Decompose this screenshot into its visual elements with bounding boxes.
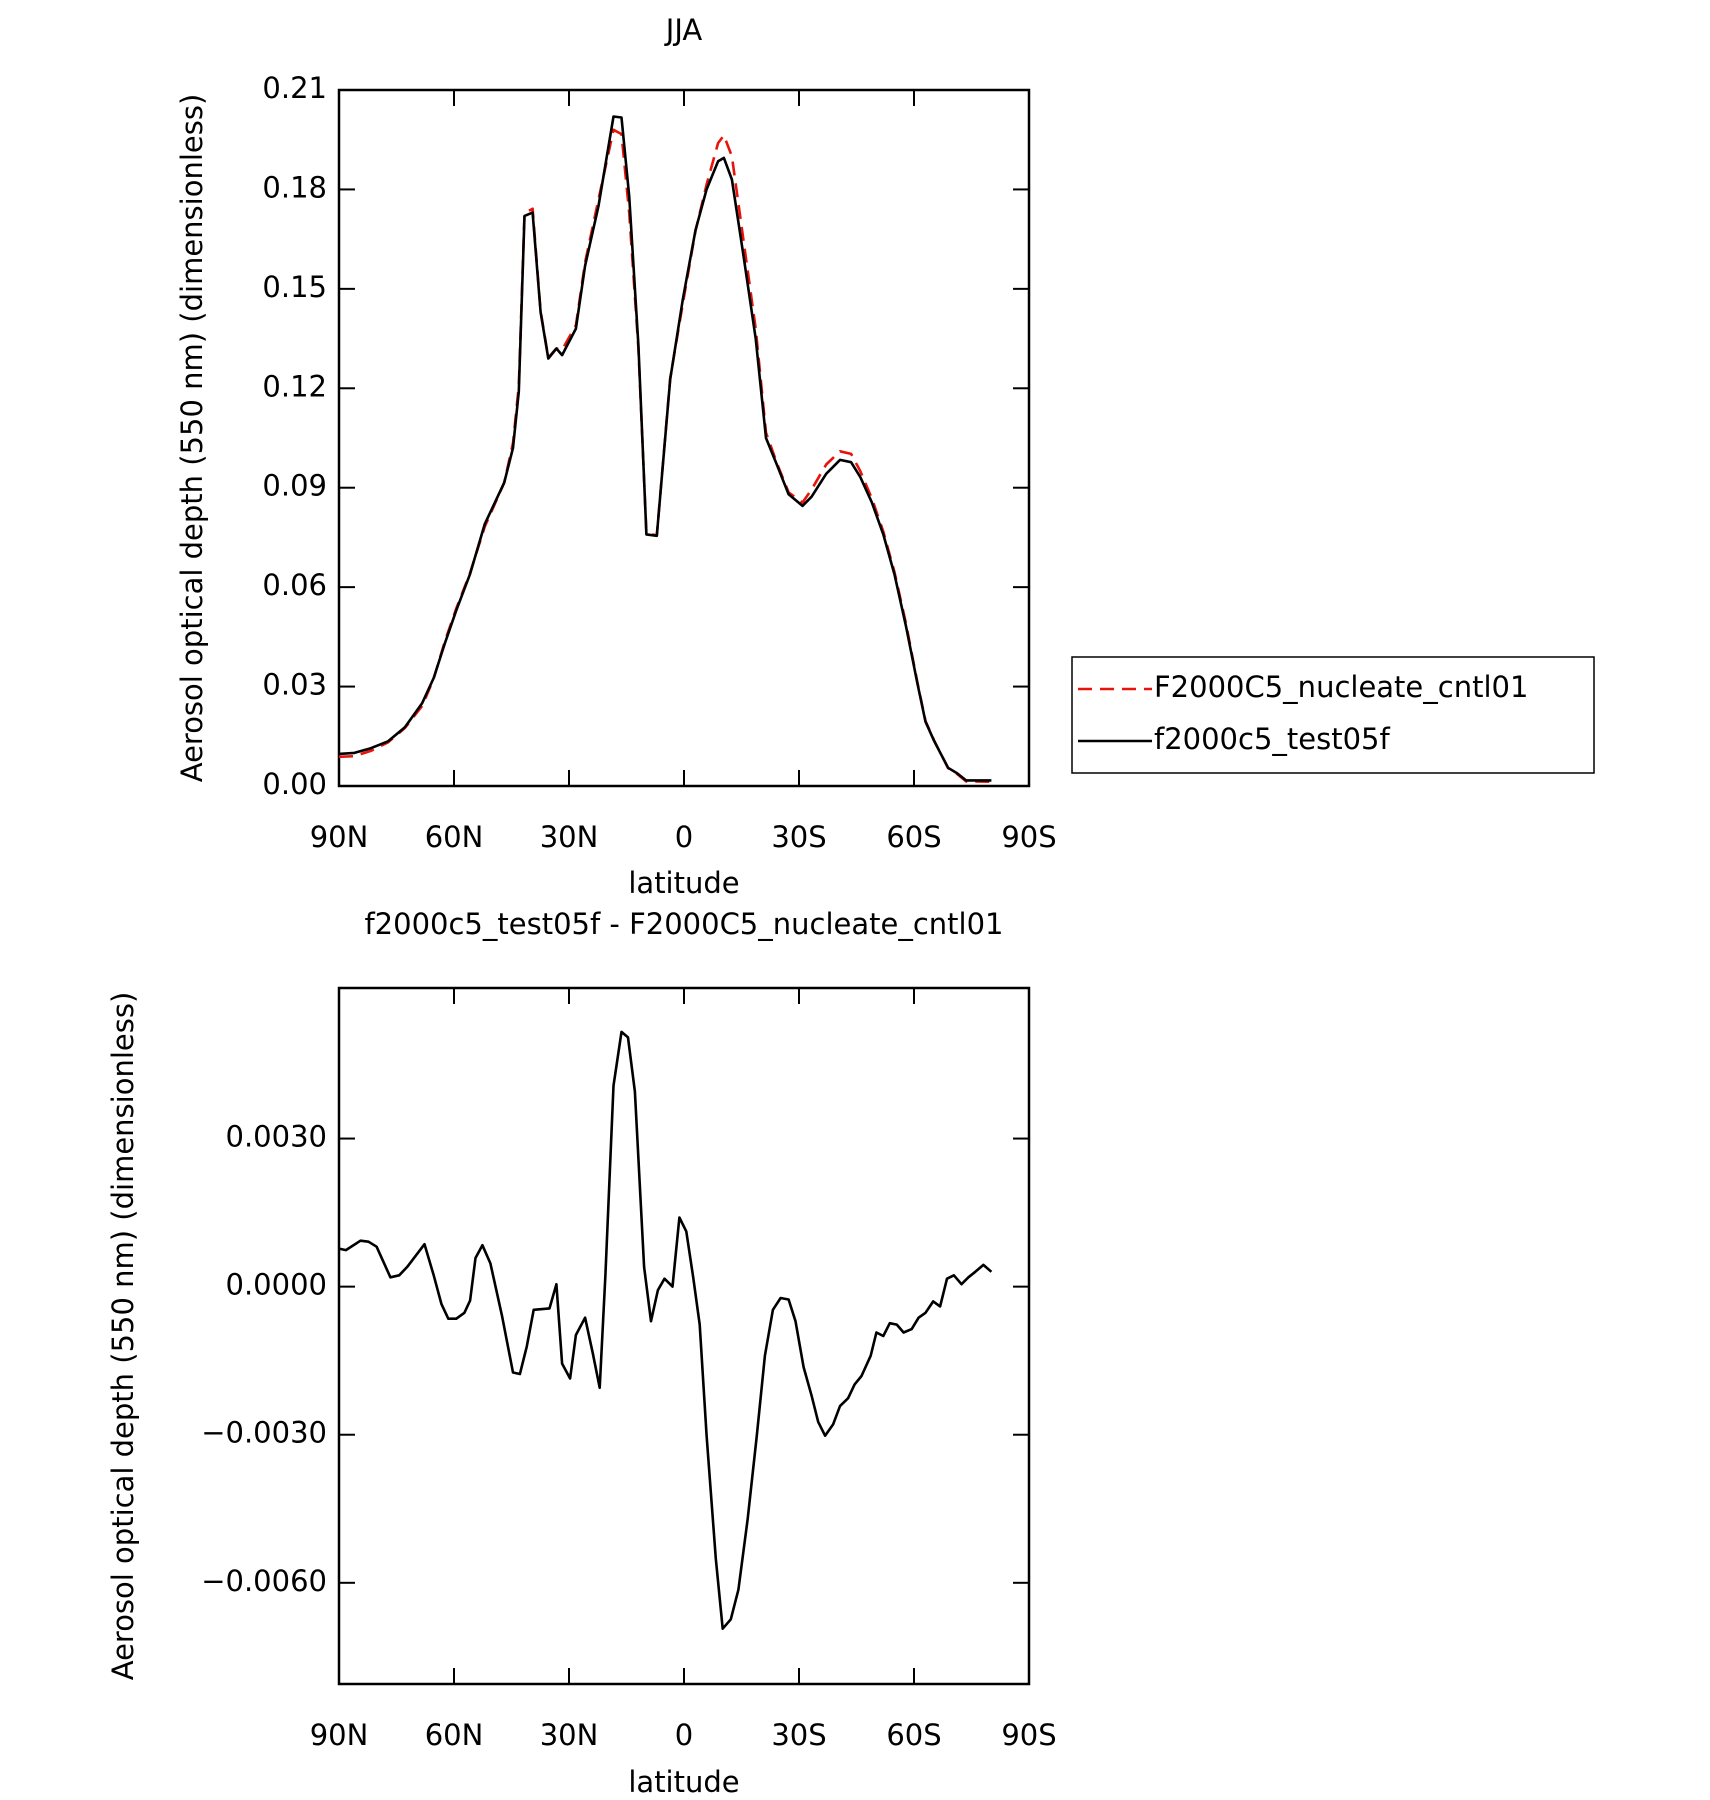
y-tick-label: 0.18 (262, 170, 327, 204)
y-tick-label: 0.15 (262, 270, 327, 304)
y-tick-label: 0.00 (262, 767, 327, 801)
plot-frame (337, 88, 1031, 788)
x-tick-label: 30S (771, 820, 826, 854)
x-tick-label: 0 (675, 1718, 693, 1752)
data-line (338, 1030, 993, 1630)
chart-title: JJA (664, 13, 703, 47)
legend-box (1071, 656, 1595, 774)
y-tick-label: 0.06 (262, 568, 327, 602)
y-tick-label: 0.09 (262, 469, 327, 503)
y-tick-label: 0.0030 (226, 1120, 327, 1154)
data-line (338, 115, 992, 782)
x-tick-label: 60N (425, 1718, 484, 1752)
chart-title: f2000c5_test05f - F2000C5_nucleate_cntl0… (364, 907, 1003, 941)
y-tick-label: 0.21 (262, 71, 327, 105)
x-tick-label: 90S (1001, 820, 1056, 854)
y-tick-label: 0.0000 (226, 1268, 327, 1302)
y-tick-label: −0.0030 (201, 1416, 327, 1450)
x-tick-label: 30N (540, 820, 599, 854)
x-tick-label: 0 (675, 820, 693, 854)
x-tick-label: 30S (771, 1718, 826, 1752)
x-tick-label: 30N (540, 1718, 599, 1752)
y-tick-label: −0.0060 (201, 1564, 327, 1598)
y-tick-label: 0.12 (262, 369, 327, 403)
y-tick-label: 0.03 (262, 668, 327, 702)
x-axis-label: latitude (628, 1765, 739, 1799)
x-tick-label: 90S (1001, 1718, 1056, 1752)
x-tick-label: 60N (425, 820, 484, 854)
data-line (338, 128, 992, 783)
x-tick-label: 90N (310, 1718, 369, 1752)
legend-label: F2000C5_nucleate_cntl01 (1154, 670, 1528, 704)
plot-frame (337, 986, 1031, 1686)
y-axis-label: Aerosol optical depth (550 nm) (dimensio… (106, 992, 140, 1681)
x-tick-label: 90N (310, 820, 369, 854)
legend-label: f2000c5_test05f (1154, 722, 1391, 756)
x-tick-label: 60S (886, 1718, 941, 1752)
x-axis-label: latitude (628, 866, 739, 900)
x-tick-label: 60S (886, 820, 941, 854)
y-axis-label: Aerosol optical depth (550 nm) (dimensio… (175, 94, 209, 783)
